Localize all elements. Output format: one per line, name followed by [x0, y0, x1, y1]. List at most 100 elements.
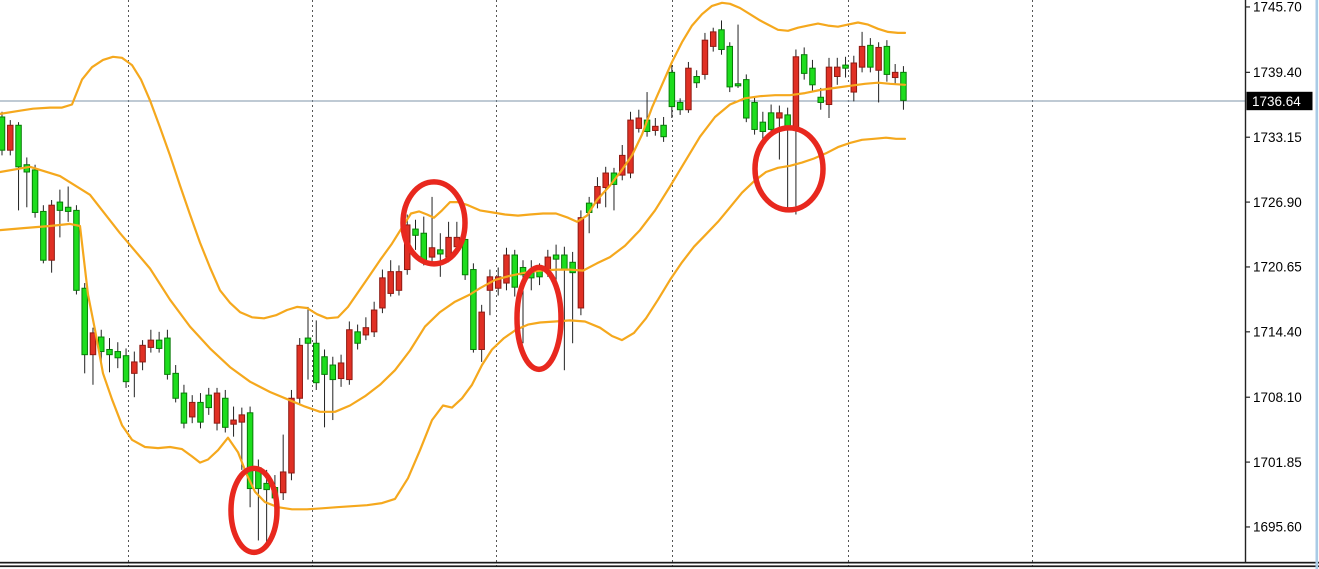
- price-tick-label: 1701.85: [1253, 455, 1302, 470]
- bull-candle-body: [875, 46, 882, 71]
- candle: [205, 387, 212, 415]
- bull-candle-body: [577, 217, 585, 309]
- bear-candle-body: [726, 45, 734, 88]
- candle: [660, 116, 667, 142]
- candle: [503, 247, 510, 291]
- candle: [321, 349, 328, 428]
- candle: [685, 61, 692, 113]
- bear-candle-body: [40, 210, 47, 261]
- candle: [114, 342, 122, 369]
- candle: [64, 186, 72, 222]
- candle: [304, 306, 312, 380]
- candle: [693, 70, 700, 88]
- bull-candle-body: [776, 112, 783, 119]
- candle: [73, 205, 80, 295]
- candle: [776, 105, 783, 160]
- bear-candle-body: [304, 337, 312, 344]
- bear-candle-body: [263, 482, 270, 491]
- bull-candle-body: [652, 125, 659, 131]
- candle: [619, 145, 626, 181]
- candle: [122, 348, 130, 388]
- price-tick-label: 1739.40: [1253, 65, 1302, 80]
- price-tick-label: 1745.70: [1253, 0, 1302, 15]
- price-axis[interactable]: 1736.64 1745.70 1739.40 1733.15 1726.90 1720…: [1245, 0, 1313, 535]
- candle: [883, 40, 891, 82]
- red-circle-annotation: [514, 264, 564, 373]
- candle: [552, 244, 560, 283]
- bull-candle-body: [279, 471, 287, 494]
- bull-candle-body: [379, 277, 386, 309]
- candle: [337, 354, 345, 387]
- candle: [81, 283, 88, 374]
- candle: [147, 329, 155, 353]
- candle: [48, 200, 55, 273]
- bear-candle-body: [561, 254, 568, 271]
- bull-candle-body: [701, 39, 709, 75]
- bear-candle-body: [0, 116, 6, 151]
- candle: [891, 64, 899, 85]
- red-circle-annotation: [752, 125, 826, 213]
- candle: [56, 189, 64, 238]
- price-tick-label: 1733.15: [1253, 130, 1302, 145]
- candle: [412, 219, 419, 250]
- bull-candle-body: [627, 119, 634, 174]
- bull-candle-body: [602, 172, 609, 189]
- bull-candle-body: [494, 276, 502, 289]
- candle: [569, 251, 576, 344]
- bear-candle-body: [900, 71, 907, 101]
- bull-candle-body: [238, 414, 246, 423]
- candle: [668, 65, 676, 119]
- bull-candle-body: [337, 362, 345, 380]
- candle: [751, 97, 758, 135]
- bear-candle-body: [180, 392, 188, 424]
- candle: [842, 56, 849, 78]
- bear-candle-body: [759, 121, 767, 133]
- candles-layer: [0, 20, 907, 545]
- candle: [701, 32, 709, 80]
- price-tick-label: 1708.10: [1253, 390, 1302, 405]
- candle: [395, 265, 403, 296]
- candle: [362, 317, 370, 341]
- candle: [486, 269, 494, 316]
- bear-candle-body: [511, 254, 518, 288]
- bear-candle-body: [437, 249, 444, 255]
- candle: [858, 31, 866, 73]
- candle: [800, 47, 808, 80]
- candle: [329, 356, 337, 421]
- candle: [428, 196, 436, 263]
- bull-candle-body: [503, 254, 510, 284]
- bear-candle-body: [660, 124, 667, 138]
- candle: [652, 118, 659, 136]
- bear-candle-body: [106, 348, 113, 356]
- candle: [809, 59, 816, 93]
- candle: [296, 338, 303, 405]
- candle: [627, 111, 634, 179]
- candle: [635, 109, 643, 133]
- bear-candle-body: [817, 96, 824, 103]
- candle: [718, 20, 725, 55]
- red-circle-annotation: [228, 465, 280, 556]
- candle: [222, 389, 229, 433]
- candle: [602, 166, 609, 208]
- bear-candle-body: [842, 64, 849, 69]
- bear-candle-body: [569, 261, 576, 274]
- bull-candle-body: [478, 311, 485, 350]
- bull-candle-body: [296, 344, 303, 399]
- bear-candle-body: [354, 331, 361, 344]
- candle: [89, 327, 97, 385]
- bear-candle-body: [470, 269, 477, 350]
- bollinger-bands-layer: [0, 1, 907, 511]
- candle: [875, 42, 882, 103]
- candle: [759, 111, 767, 140]
- candle: [263, 469, 270, 545]
- candle: [288, 389, 295, 481]
- bull-candle-body: [48, 204, 55, 261]
- candle: [15, 122, 22, 211]
- bear-candle-body: [56, 201, 64, 211]
- bull-candle-body: [395, 271, 403, 291]
- bear-candle-body: [767, 112, 775, 130]
- bull-candle-body: [7, 124, 14, 151]
- candle: [180, 384, 188, 429]
